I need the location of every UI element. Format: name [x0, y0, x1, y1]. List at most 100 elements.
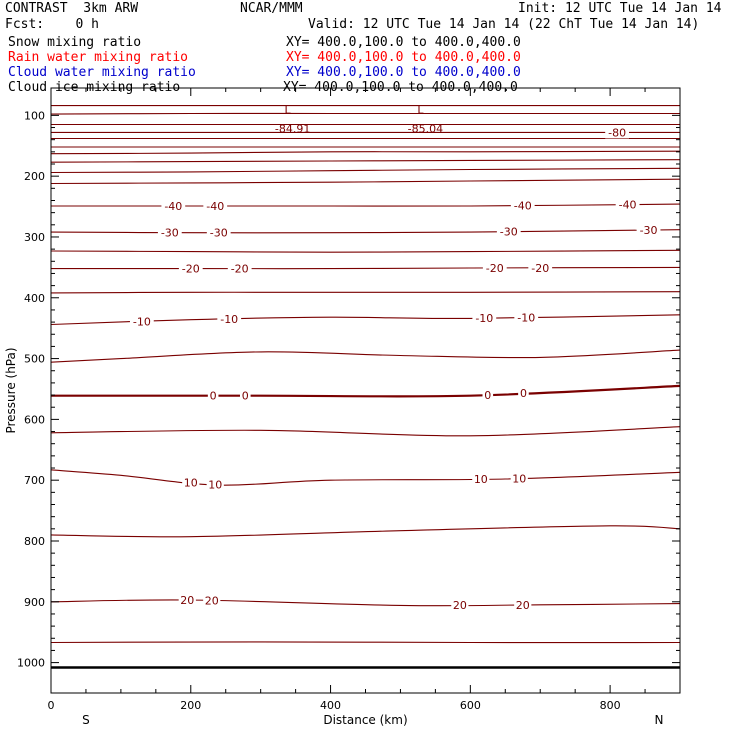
contour-label: 10 [512, 472, 526, 485]
y-tick-label: 900 [24, 596, 45, 609]
y-tick-label: 300 [24, 231, 45, 244]
contour-label: -30 [210, 227, 228, 240]
contour-line--50 [50, 167, 681, 174]
contour-label-gap [206, 226, 231, 239]
y-tick-label: 1000 [17, 657, 45, 670]
contour-line--80 [50, 112, 680, 115]
contour-label-gap [528, 261, 553, 274]
contour-label: 10 [208, 479, 222, 492]
contour-label-gap [239, 389, 251, 402]
y-tick-label: 200 [24, 170, 45, 183]
contour-line-20 [50, 525, 681, 538]
contour-label: 0 [484, 389, 491, 402]
y-axis-title: Pressure (hPa) [4, 347, 18, 433]
x-tick-label: 0 [48, 699, 55, 712]
contour-label-gap [217, 312, 242, 325]
contour-label: -40 [206, 200, 224, 213]
center-label: NCAR/MMM [240, 1, 303, 16]
contour-line--10 [50, 349, 681, 363]
x-axis-south-label: S [82, 713, 90, 727]
contour-label-gap [514, 598, 532, 611]
contour-label: -10 [475, 312, 493, 325]
contour-label: 0 [520, 387, 527, 400]
contour-label: -40 [164, 200, 182, 213]
contour-label-gap [451, 599, 469, 612]
contour-label: -30 [161, 227, 179, 240]
contour-line--50 [50, 178, 681, 185]
contour-label-gap [510, 472, 528, 485]
contour-label: -20 [231, 263, 249, 276]
contour-label-gap [206, 478, 224, 491]
contour-label: 10 [184, 476, 198, 489]
low-marker: L [417, 104, 424, 117]
contour-label-gap [496, 225, 521, 238]
contour-label: 0 [242, 390, 249, 403]
contour-line-20 [50, 641, 681, 644]
contour-label-gap [472, 473, 490, 486]
contour-label-gap [203, 199, 228, 212]
contour-label-gap [182, 476, 200, 489]
contour-label: 20 [453, 599, 467, 612]
forecast-hour: Fcst: 0 h [5, 17, 99, 32]
contour-label: 20 [205, 595, 219, 608]
field-xy-rain: XY= 400.0,100.0 to 400.0,400.0 [286, 50, 521, 65]
x-axis: 0 200 400 600 800 [48, 88, 681, 712]
contour-label: 20 [180, 594, 194, 607]
contour-label-gap [636, 224, 661, 237]
contour-label: -10 [220, 313, 238, 326]
y-tick-label: 700 [24, 474, 45, 487]
field-xy-cloud-water: XY= 400.0,100.0 to 400.0,400.0 [286, 65, 521, 80]
contour-label: -10 [517, 311, 535, 324]
x-tick-label: 400 [320, 699, 341, 712]
contour-label: 10 [474, 473, 488, 486]
contour-label: 0 [210, 390, 217, 403]
contour-label-gap [207, 389, 219, 402]
y-tick-label: 100 [24, 109, 45, 122]
minimum-markers: L -84.91 L -85.04 [275, 104, 443, 136]
field-name-cloud-water: Cloud water mixing ratio [8, 65, 196, 80]
contour-line--30 [50, 229, 681, 234]
y-tick-label: 500 [24, 353, 45, 366]
contour-label: -80 [608, 126, 626, 139]
field-name-snow: Snow mixing ratio [8, 35, 142, 50]
contour-label-gap [178, 262, 203, 275]
low-value: -85.04 [408, 123, 443, 136]
contour-labels: -80-40 -40 -40 -40-30 -30 -30 -30-20 -20 -20 -20-… [129, 126, 661, 612]
contour-label: -40 [514, 200, 532, 213]
x-tick-label: 600 [460, 699, 481, 712]
low-value: -84.91 [275, 123, 310, 136]
contour-line--10 [50, 291, 681, 294]
contour-label-gap [514, 311, 539, 324]
contour-label-gap [482, 388, 494, 401]
contour-label-gap [178, 594, 196, 607]
contour-line--40 [51, 203, 681, 207]
x-axis-title: Distance (km) [323, 713, 407, 727]
y-tick-label: 400 [24, 292, 45, 305]
contour-line--60 [50, 159, 681, 163]
contour-label-gap [615, 198, 640, 211]
contour-line--60 [50, 150, 681, 155]
field-name-rain: Rain water mixing ratio [8, 50, 189, 65]
contour-label: -20 [531, 262, 549, 275]
contour-label: -30 [500, 226, 518, 239]
field-xy-snow: XY= 400.0,100.0 to 400.0,400.0 [286, 35, 521, 50]
contour-label-gap [510, 199, 535, 212]
contour-label-gap [161, 199, 186, 212]
contour-label-gap [482, 261, 507, 274]
contour-label-gap [518, 387, 529, 400]
contour-line-0 [51, 384, 681, 398]
x-tick-label: 800 [600, 699, 621, 712]
y-tick-label: 600 [24, 413, 45, 426]
contour-label-gap [605, 126, 629, 139]
valid-time: Valid: 12 UTC Tue 14 Jan 14 (22 ChT Tue … [308, 17, 700, 32]
contour-label-gap [129, 315, 154, 328]
contour-label: -40 [619, 199, 637, 212]
contour-lines [50, 105, 681, 669]
contour-line--20 [51, 266, 681, 270]
y-tick-label: 800 [24, 535, 45, 548]
contour-line-10 [50, 469, 681, 486]
contour-label: -20 [182, 263, 200, 276]
x-tick-label: 200 [180, 699, 201, 712]
